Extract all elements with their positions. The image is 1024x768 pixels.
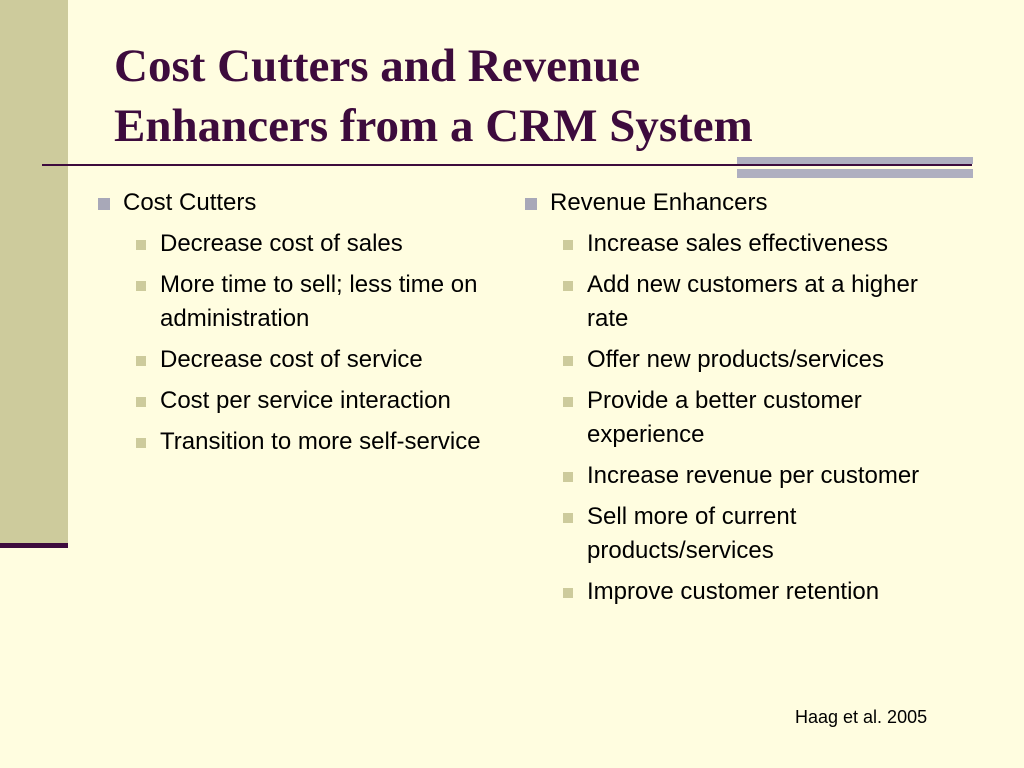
cost-cutters-heading: Cost Cutters <box>98 186 503 220</box>
list-item-text: Offer new products/services <box>587 346 885 373</box>
cost-cutters-heading-text: Cost Cutters <box>123 189 257 216</box>
slide-title-line-2: Enhancers from a CRM System <box>114 100 753 152</box>
square-bullet-icon <box>563 513 573 523</box>
list-item-text: Increase sales effectiveness <box>587 230 889 257</box>
list-item: Sell more of current products/services <box>563 500 955 568</box>
cost-cutters-list: Decrease cost of sales More time to sell… <box>98 227 503 459</box>
list-item-text: Transition to more self-service <box>160 428 481 455</box>
list-item: Improve customer retention <box>563 575 955 609</box>
list-item: Transition to more self-service <box>136 425 503 459</box>
list-item-text: Add new customers at a higher rate <box>587 271 918 332</box>
list-item: Provide a better customer experience <box>563 384 955 452</box>
source-citation: Haag et al. 2005 <box>795 707 928 727</box>
revenue-enhancers-list: Increase sales effectiveness Add new cus… <box>525 227 955 609</box>
square-bullet-icon <box>563 397 573 407</box>
square-bullet-icon <box>136 438 146 448</box>
square-bullet-icon <box>563 588 573 598</box>
side-band-rule <box>0 543 68 548</box>
list-item: Decrease cost of service <box>136 343 503 377</box>
list-item: Decrease cost of sales <box>136 227 503 261</box>
accent-bar-bottom <box>737 169 973 178</box>
list-item: Add new customers at a higher rate <box>563 268 955 336</box>
list-item: Increase revenue per customer <box>563 459 955 493</box>
slide-title: Cost Cutters and Revenue Enhancers from … <box>114 36 974 156</box>
revenue-enhancers-column: Revenue Enhancers Increase sales effecti… <box>525 186 955 616</box>
list-item-text: Cost per service interaction <box>160 387 451 414</box>
accent-bar-top <box>737 157 973 164</box>
square-bullet-icon <box>136 281 146 291</box>
square-bullet-icon <box>563 472 573 482</box>
cost-cutters-column: Cost Cutters Decrease cost of sales More… <box>98 186 503 466</box>
square-bullet-icon <box>136 240 146 250</box>
list-item-text: Provide a better customer experience <box>587 387 862 448</box>
list-item: Offer new products/services <box>563 343 955 377</box>
square-bullet-icon <box>136 356 146 366</box>
list-item-text: Decrease cost of sales <box>160 230 403 257</box>
square-bullet-icon <box>563 240 573 250</box>
list-item-text: Increase revenue per customer <box>587 462 920 489</box>
list-item-text: Improve customer retention <box>587 578 880 605</box>
square-bullet-icon <box>98 198 110 210</box>
list-item: More time to sell; less time on administ… <box>136 268 503 336</box>
list-item-text: More time to sell; less time on administ… <box>160 271 478 332</box>
side-band <box>0 0 68 545</box>
slide-title-line-1: Cost Cutters and Revenue <box>114 40 641 92</box>
title-divider <box>42 164 972 166</box>
revenue-enhancers-heading-text: Revenue Enhancers <box>550 189 768 216</box>
square-bullet-icon <box>563 356 573 366</box>
list-item: Cost per service interaction <box>136 384 503 418</box>
revenue-enhancers-heading: Revenue Enhancers <box>525 186 955 220</box>
list-item-text: Decrease cost of service <box>160 346 423 373</box>
square-bullet-icon <box>525 198 537 210</box>
square-bullet-icon <box>136 397 146 407</box>
list-item: Increase sales effectiveness <box>563 227 955 261</box>
square-bullet-icon <box>563 281 573 291</box>
list-item-text: Sell more of current products/services <box>587 503 797 564</box>
